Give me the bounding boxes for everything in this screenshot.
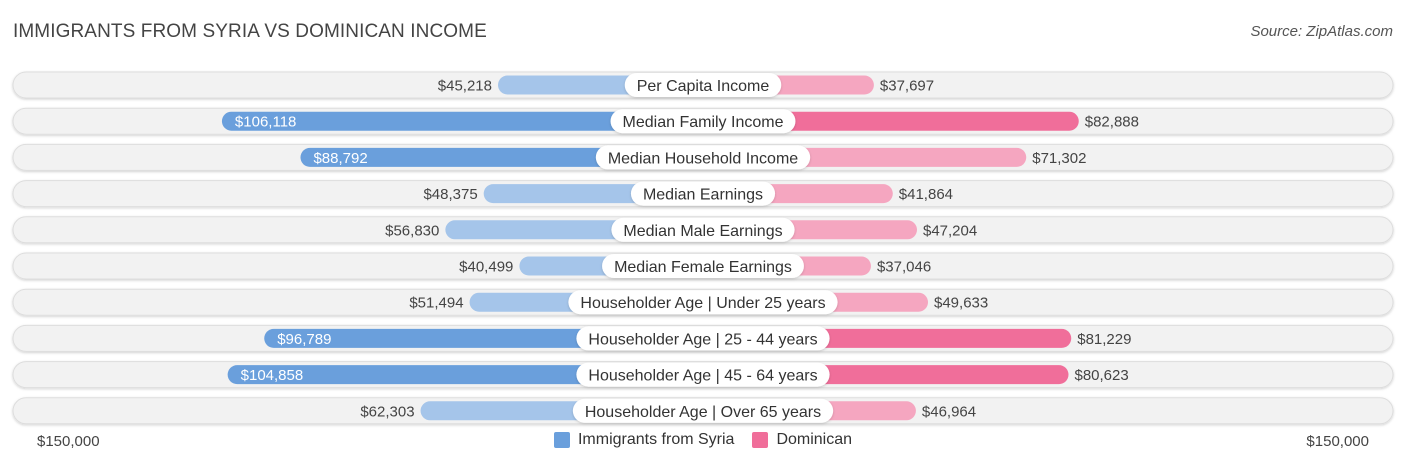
legend-item-syria[interactable]: Immigrants from Syria — [553, 431, 735, 449]
source-label: Source: ZipAtlas.com — [1250, 23, 1393, 40]
category-label: Householder Age | 25 - 44 years — [588, 331, 817, 348]
category-label: Median Family Income — [623, 114, 784, 131]
value-label-dominican: $71,302 — [1032, 150, 1086, 167]
category-pill — [610, 109, 796, 134]
category-pill — [595, 145, 811, 170]
value-label-syria: $88,792 — [313, 150, 367, 167]
category-pill — [572, 398, 834, 423]
legend-swatch-syria — [553, 432, 570, 448]
category-pill — [602, 254, 804, 278]
category-label: Householder Age | Over 65 years — [585, 404, 821, 421]
legend-item-dominican[interactable]: Dominican — [752, 431, 852, 449]
value-label-dominican: $81,229 — [1077, 331, 1131, 348]
category-pill — [624, 73, 782, 97]
value-label-syria: $40,499 — [459, 259, 513, 276]
axis-left-label: $150,000 — [37, 433, 100, 450]
category-label: Per Capita Income — [637, 78, 770, 95]
legend: Immigrants from Syria Dominican — [0, 431, 1406, 449]
legend-swatch-dominican — [752, 432, 769, 448]
value-label-dominican: $80,623 — [1074, 367, 1128, 384]
category-label: Median Earnings — [643, 187, 763, 204]
value-label-dominican: $37,697 — [880, 78, 934, 95]
value-label-dominican: $82,888 — [1085, 114, 1139, 131]
category-label: Median Household Income — [608, 150, 798, 167]
value-label-syria: $56,830 — [385, 222, 439, 239]
bar-syria — [221, 111, 703, 131]
category-label: Median Male Earnings — [623, 223, 782, 240]
legend-label-dominican: Dominican — [776, 431, 853, 448]
value-label-syria: $96,789 — [277, 331, 331, 348]
category-label: Householder Age | 45 - 64 years — [588, 368, 817, 385]
category-pill — [576, 362, 830, 387]
category-label: Median Female Earnings — [614, 259, 792, 276]
value-label-syria: $104,858 — [241, 367, 304, 384]
value-label-dominican: $37,046 — [877, 259, 931, 276]
value-label-syria: $62,303 — [360, 403, 414, 420]
value-label-syria: $45,218 — [438, 78, 492, 95]
value-label-syria: $106,118 — [235, 114, 296, 131]
chart-title: IMMIGRANTS FROM SYRIA VS DOMINICAN INCOM… — [13, 21, 487, 42]
value-label-dominican: $41,864 — [899, 186, 953, 203]
value-label-dominican: $46,964 — [922, 403, 976, 420]
legend-label-syria: Immigrants from Syria — [577, 431, 735, 448]
category-pill — [611, 217, 795, 242]
category-pill — [630, 181, 776, 206]
category-label: Householder Age | Under 25 years — [580, 295, 825, 312]
bar-dominican — [703, 111, 1079, 131]
category-pill — [568, 290, 838, 315]
category-pill — [576, 326, 830, 351]
value-label-syria: $51,494 — [409, 295, 463, 312]
value-label-syria: $48,375 — [423, 186, 477, 203]
chart-svg: $45,218 $37,697 Per Capita Income $106,118 $… — [12, 71, 1394, 425]
axis-right-label: $150,000 — [1306, 433, 1369, 450]
value-label-dominican: $47,204 — [923, 222, 977, 239]
value-label-dominican: $49,633 — [934, 295, 988, 312]
